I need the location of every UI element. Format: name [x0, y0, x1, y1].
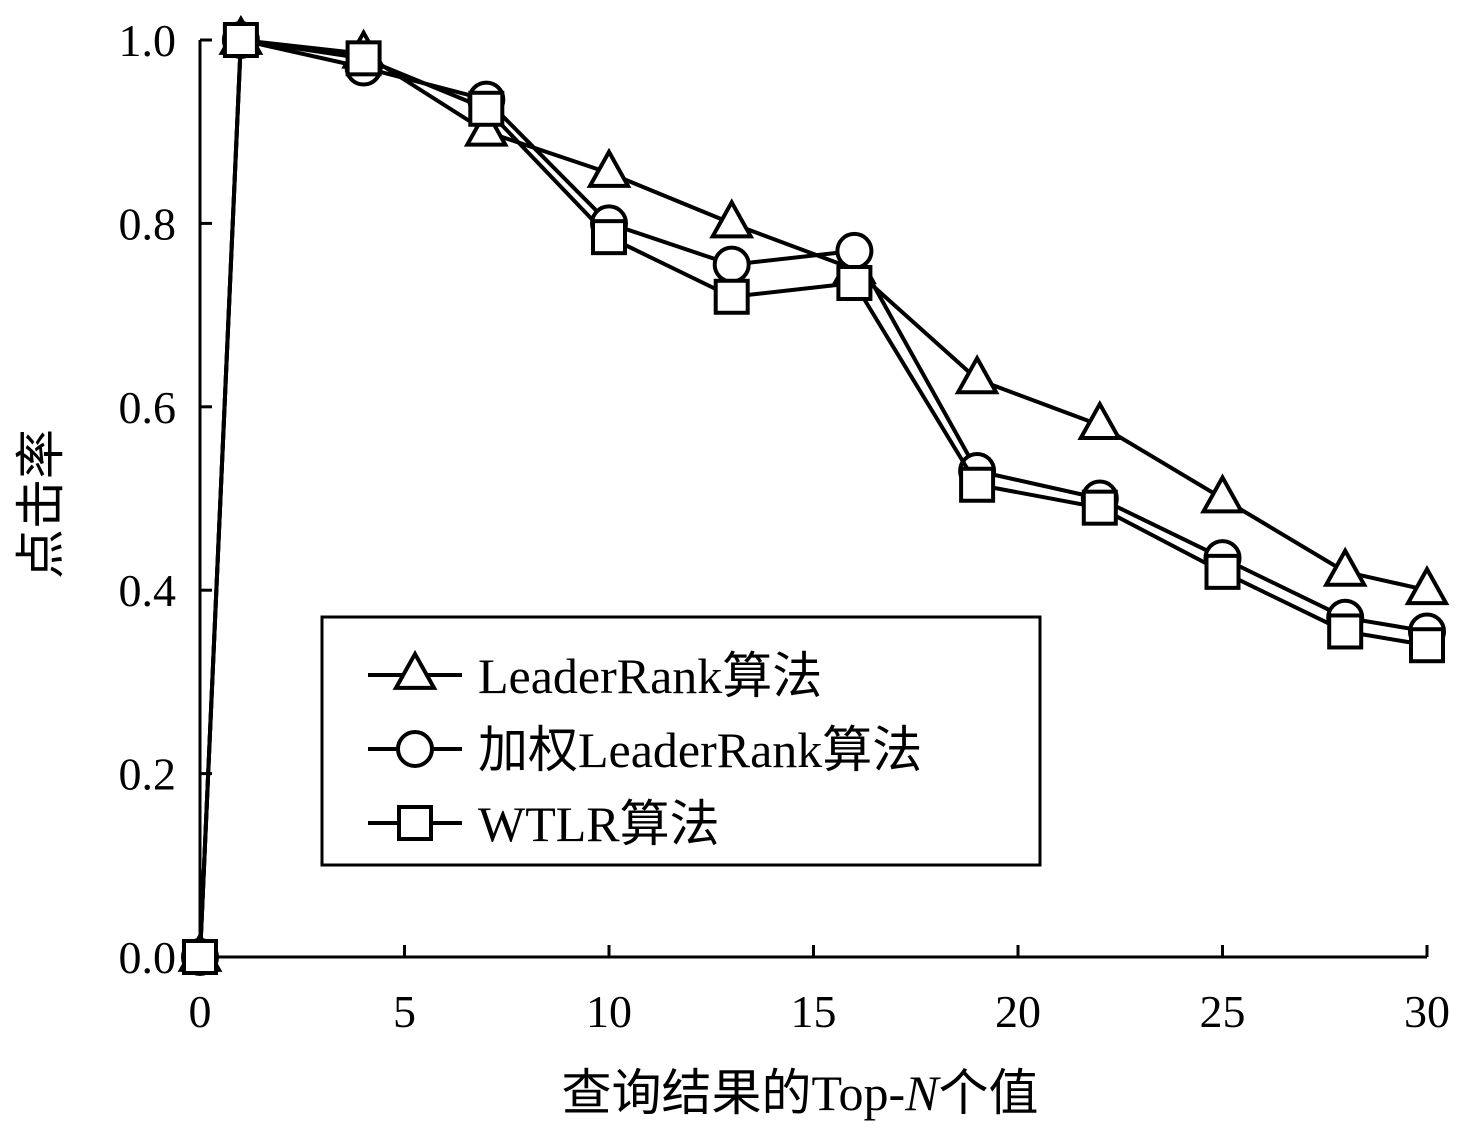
data-point-square	[591, 219, 627, 256]
x-axis-title-prefix: 查询结果的Top-	[561, 1065, 905, 1121]
data-point-square	[468, 90, 505, 127]
y-axis-title: 点击率	[13, 429, 69, 579]
legend-label: WTLR算法	[478, 796, 720, 852]
data-point-triangle	[586, 147, 632, 188]
data-point-triangle	[709, 198, 755, 239]
data-point-square	[1409, 627, 1445, 664]
series-square	[182, 22, 1445, 975]
data-point-triangle	[463, 106, 509, 147]
x-tick-label: 0	[189, 986, 212, 1037]
data-point-square	[1081, 489, 1118, 526]
data-point-square	[1327, 613, 1364, 650]
y-tick-label: 0.0	[119, 932, 177, 983]
y-tick-label: 0.8	[119, 198, 177, 249]
x-axis-title-suffix: 个值	[939, 1065, 1039, 1121]
data-point-square	[713, 278, 750, 315]
data-point-triangle	[1404, 565, 1450, 606]
data-point-square	[959, 466, 996, 503]
series-line-circle	[198, 38, 1428, 958]
legend-label: LeaderRank算法	[478, 648, 822, 704]
axes: 0.0 0.2 0.4 0.6 0.8 1.0 0 5 10 15 20 25 30	[119, 15, 1451, 1037]
legend-marker-circle	[396, 730, 434, 768]
data-point-square	[222, 22, 259, 58]
x-tick-label: 10	[586, 986, 632, 1037]
legend-label: 加权LeaderRank算法	[478, 722, 922, 778]
data-point-triangle	[1077, 399, 1123, 441]
data-point-square	[1204, 553, 1241, 590]
data-point-triangle	[1322, 546, 1368, 587]
legend-marker-square	[397, 805, 433, 841]
x-axis-title-italic: N	[904, 1065, 941, 1121]
data-point-square	[836, 265, 873, 302]
x-tick-label: 25	[1200, 986, 1246, 1037]
y-tick-label: 0.2	[119, 749, 177, 800]
legend-marker-triangle	[392, 649, 438, 690]
data-point-circle	[712, 245, 751, 284]
data-point-triangle	[954, 354, 1000, 395]
series-layer	[177, 14, 1450, 976]
data-point-square	[345, 40, 382, 77]
y-tick-label: 0.4	[119, 565, 177, 616]
data-point-square	[182, 939, 218, 975]
x-tick-label: 5	[393, 986, 416, 1037]
y-tick-label: 0.6	[119, 382, 177, 433]
series-line-square	[198, 38, 1428, 958]
x-tick-label: 20	[995, 986, 1041, 1037]
x-tick-label: 15	[791, 986, 837, 1037]
y-tick-label: 1.0	[119, 15, 177, 66]
data-point-triangle	[1200, 473, 1245, 514]
data-point-circle	[835, 231, 874, 270]
x-axis-title: 查询结果的Top-N个值	[561, 1065, 1038, 1121]
x-tick-label: 30	[1404, 986, 1450, 1037]
